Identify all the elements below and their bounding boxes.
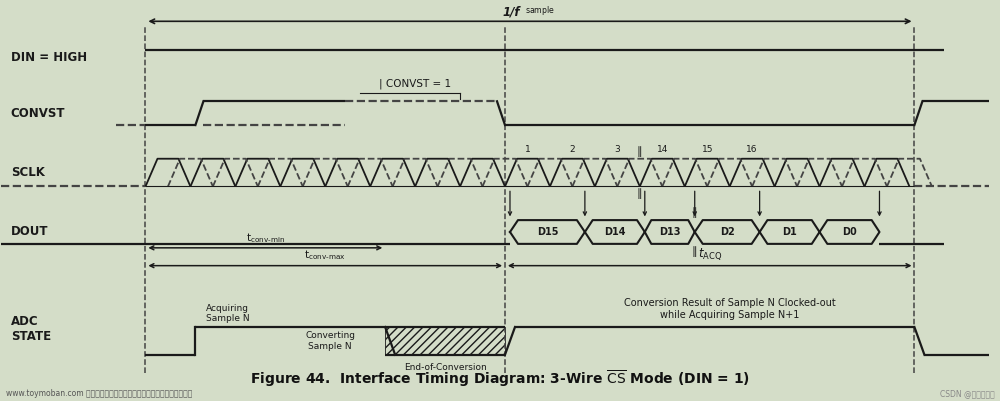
Text: D0: D0	[842, 227, 857, 237]
Text: D14: D14	[604, 227, 626, 237]
Text: CONVST: CONVST	[11, 107, 65, 119]
Text: t$_{\mathsf{ACQ}}$: t$_{\mathsf{ACQ}}$	[698, 247, 722, 263]
Text: 15: 15	[701, 145, 713, 154]
Text: t$_{\mathsf{conv\text{-}min}}$: t$_{\mathsf{conv\text{-}min}}$	[246, 231, 285, 245]
Text: DOUT: DOUT	[11, 225, 48, 239]
Text: Converting
Sample N: Converting Sample N	[305, 331, 355, 350]
Text: 14: 14	[657, 145, 668, 154]
Text: www.toymoban.com 网络图片仅供展示，非存储，如有侵权请联系删除。: www.toymoban.com 网络图片仅供展示，非存储，如有侵权请联系删除。	[6, 389, 192, 398]
Text: DIN = HIGH: DIN = HIGH	[11, 51, 87, 64]
Text: CSDN @牧以南歌人: CSDN @牧以南歌人	[940, 389, 994, 398]
Text: 3: 3	[614, 145, 620, 154]
Text: 1: 1	[525, 145, 530, 154]
Text: 16: 16	[746, 145, 758, 154]
Text: $_{\mathsf{sample}}$: $_{\mathsf{sample}}$	[525, 4, 555, 19]
Text: Conversion Result of Sample N Clocked-out
while Acquiring Sample N+1: Conversion Result of Sample N Clocked-ou…	[624, 298, 836, 320]
Text: End-of-Conversion: End-of-Conversion	[404, 363, 486, 373]
Text: D1: D1	[782, 227, 797, 237]
Text: D2: D2	[720, 227, 735, 237]
Text: | CONVST = 1: | CONVST = 1	[379, 78, 451, 89]
Text: ∥: ∥	[692, 246, 698, 257]
Text: Acquiring
Sample N: Acquiring Sample N	[206, 304, 249, 323]
Text: ADC
STATE: ADC STATE	[11, 315, 51, 343]
Text: SCLK: SCLK	[11, 166, 45, 179]
Text: D13: D13	[659, 227, 681, 237]
Text: t$_{\mathsf{conv\text{-}max}}$: t$_{\mathsf{conv\text{-}max}}$	[304, 249, 346, 263]
Text: ∥: ∥	[692, 207, 698, 218]
Text: 1/f: 1/f	[502, 6, 520, 19]
Text: Figure 44.  Interface Timing Diagram: 3-Wire $\overline{\mathsf{CS}}$ Mode (DIN : Figure 44. Interface Timing Diagram: 3-W…	[250, 369, 750, 389]
Text: ∥: ∥	[637, 146, 643, 157]
Text: D15: D15	[537, 227, 558, 237]
Text: ∥: ∥	[637, 188, 643, 199]
Text: 2: 2	[570, 145, 575, 154]
